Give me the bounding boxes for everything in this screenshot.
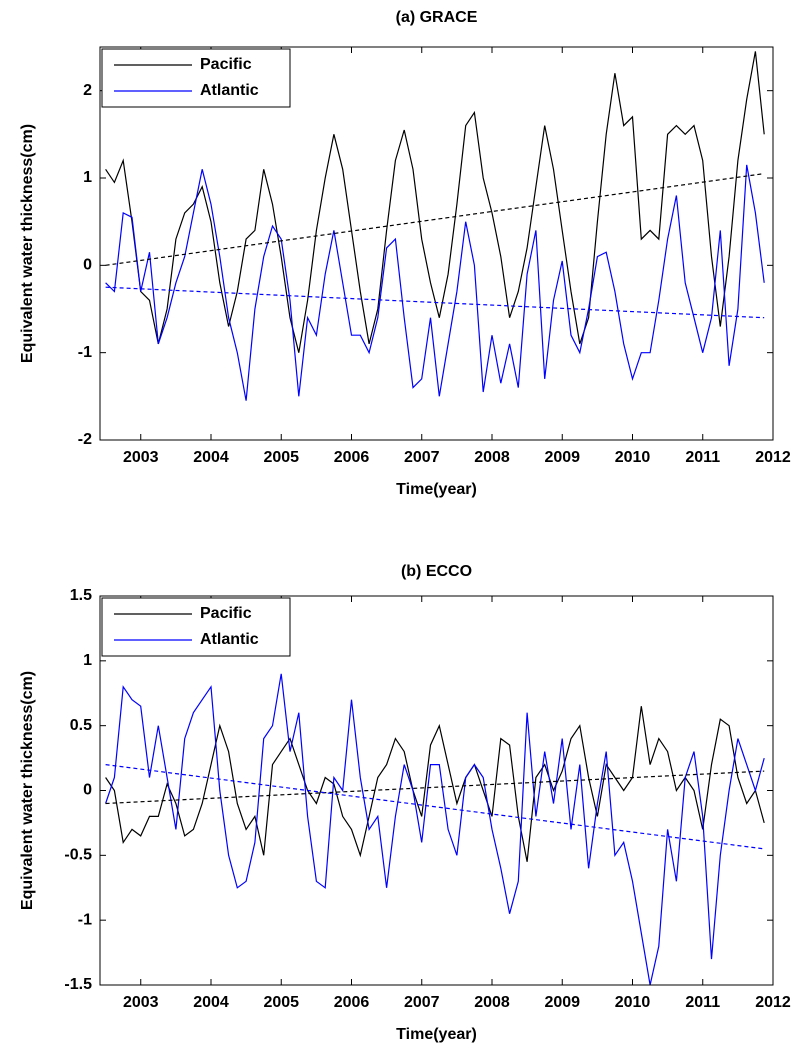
series-line bbox=[105, 706, 765, 862]
legend: Pacific Atlantic bbox=[101, 48, 291, 108]
x-tick-label: 2011 bbox=[685, 449, 720, 466]
x-tick-label: 2006 bbox=[334, 449, 370, 466]
legend-label: Pacific bbox=[200, 605, 252, 622]
y-axis-label: Equivalent water thickness(cm) bbox=[19, 124, 36, 363]
y-tick-label: 1.5 bbox=[70, 587, 92, 604]
legend-label: Atlantic bbox=[200, 82, 259, 99]
y-tick-label: 0 bbox=[83, 782, 92, 799]
x-tick-label: 2005 bbox=[263, 449, 299, 466]
x-tick-label: 2009 bbox=[544, 994, 580, 1011]
x-tick-label: 2007 bbox=[404, 449, 440, 466]
y-tick-label: 0.5 bbox=[70, 717, 92, 734]
legend: Pacific Atlantic bbox=[101, 597, 291, 657]
series-line bbox=[105, 673, 765, 985]
y-axis-label: Equivalent water thickness(cm) bbox=[19, 671, 36, 910]
x-tick-label: 2010 bbox=[615, 994, 651, 1011]
y-tick-label: -1.5 bbox=[64, 976, 92, 993]
chart-title: (a) GRACE bbox=[396, 9, 478, 26]
series-line bbox=[105, 164, 765, 401]
trend-line bbox=[105, 286, 765, 319]
y-tick-label: -0.5 bbox=[64, 847, 92, 864]
x-tick-label: 2012 bbox=[755, 994, 791, 1011]
trend-line bbox=[105, 173, 765, 266]
chart-title: (b) ECCO bbox=[401, 563, 472, 580]
x-tick-label: 2010 bbox=[615, 449, 651, 466]
x-tick-label: 2006 bbox=[334, 994, 370, 1011]
x-tick-label: 2004 bbox=[193, 449, 229, 466]
x-tick-label: 2004 bbox=[193, 994, 229, 1011]
x-axis-label: Time(year) bbox=[396, 1026, 477, 1043]
legend-box bbox=[101, 48, 291, 108]
y-tick-label: 1 bbox=[83, 169, 92, 186]
y-tick-label: -1 bbox=[78, 911, 92, 928]
y-tick-label: 2 bbox=[83, 82, 92, 99]
x-tick-label: 2005 bbox=[263, 994, 299, 1011]
x-tick-label: 2012 bbox=[755, 449, 791, 466]
y-tick-label: 1 bbox=[83, 652, 92, 669]
legend-label: Atlantic bbox=[200, 631, 259, 648]
y-tick-label: -2 bbox=[78, 431, 92, 448]
plot-frame bbox=[99, 595, 774, 986]
x-tick-label: 2009 bbox=[544, 449, 580, 466]
x-tick-label: 2007 bbox=[404, 994, 440, 1011]
trend-line bbox=[105, 764, 765, 850]
panel: (b) ECCO Time(year) Equivalent water thick… bbox=[19, 563, 791, 1043]
y-tick-label: -1 bbox=[78, 344, 92, 361]
x-tick-label: 2003 bbox=[123, 994, 159, 1011]
legend-box bbox=[101, 597, 291, 657]
x-tick-label: 2003 bbox=[123, 449, 159, 466]
series-line bbox=[105, 51, 765, 353]
x-tick-label: 2008 bbox=[474, 994, 510, 1011]
x-axis-label: Time(year) bbox=[396, 481, 477, 498]
x-tick-label: 2011 bbox=[685, 994, 720, 1011]
x-tick-label: 2008 bbox=[474, 449, 510, 466]
plot-frame bbox=[99, 46, 774, 441]
y-tick-label: 0 bbox=[83, 257, 92, 274]
trend-line bbox=[105, 770, 765, 805]
panel: (a) GRACE Time(year) Equivalent water thic… bbox=[19, 9, 791, 498]
legend-label: Pacific bbox=[200, 56, 252, 73]
